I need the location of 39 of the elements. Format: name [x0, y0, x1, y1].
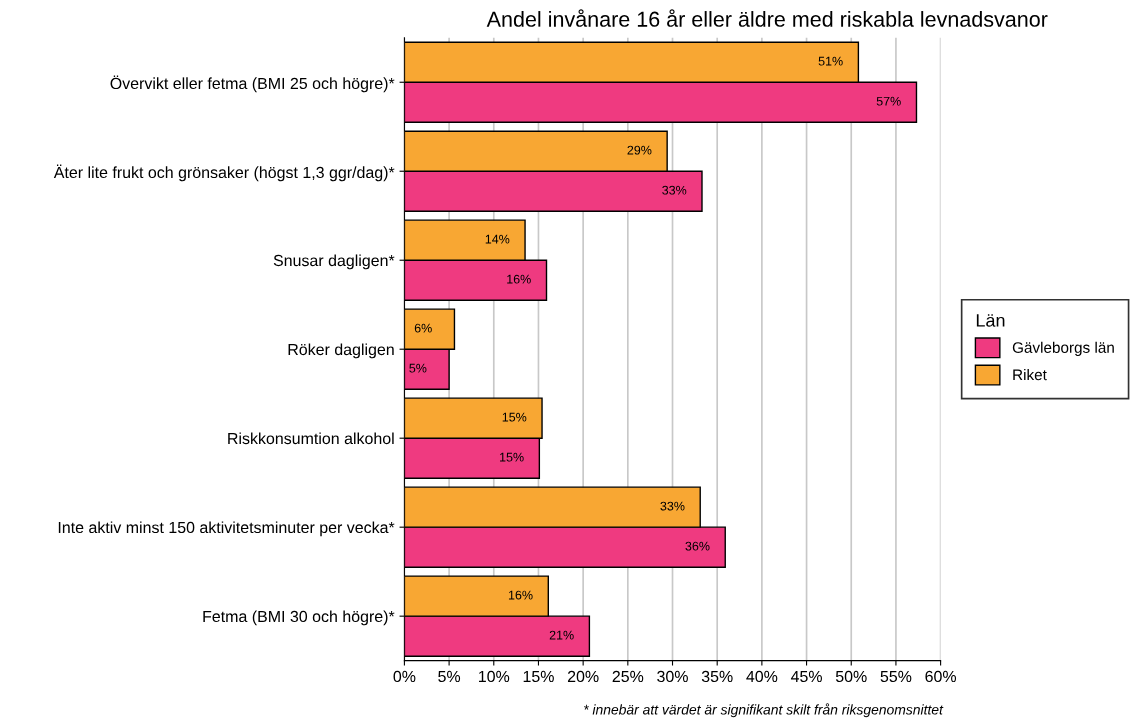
text: * innebär att värdet är signifikant skilt från riksgenomsnittet	[583, 703, 944, 718]
data-label: 36%	[685, 541, 710, 551]
data-label: 57%	[876, 96, 901, 106]
legend-title: Län	[976, 314, 1005, 327]
y-tick-label: Fetma (BMI 30 och högre)*	[203, 610, 395, 626]
x-tick-label: 40%	[746, 670, 778, 683]
x-tick-label: 25%	[612, 670, 644, 683]
legend-label: Riket	[1013, 369, 1047, 381]
data-label: 21%	[549, 630, 574, 640]
x-tick-label: 55%	[880, 670, 912, 683]
x-tick-label: 30%	[657, 670, 688, 683]
data-label: 15%	[500, 452, 524, 462]
data-label: 15%	[502, 412, 527, 422]
data-label: 51%	[818, 56, 843, 66]
chart-title: Andel invånare 16 år eller äldre med riskabla levnadsvanor	[486, 9, 1048, 27]
x-tick-label: 15%	[523, 670, 554, 683]
data-label: 6%	[414, 323, 432, 333]
y-tick-label: Övervikt eller fetma (BMI 25 och högre)*	[110, 75, 395, 93]
x-tick-label: 5%	[438, 670, 461, 683]
x-tick-label: 50%	[835, 670, 867, 683]
data-label: 14%	[485, 234, 510, 244]
data-label: 5%	[409, 363, 427, 373]
data-label: 16%	[507, 274, 531, 284]
y-tick-label: Äter lite frukt och grönsaker (högst 1,3 ggr/dag)*	[53, 164, 395, 182]
data-label: 33%	[660, 501, 685, 511]
x-tick-label: 10%	[479, 670, 510, 683]
y-tick-label: Snusar dagligen*	[273, 254, 395, 270]
x-tick-label: 45%	[790, 670, 822, 683]
x-tick-label: 0%	[393, 670, 416, 683]
x-tick-label: 35%	[701, 670, 733, 683]
data-label: 16%	[508, 590, 533, 600]
x-tick-label: 60%	[925, 670, 957, 683]
data-label: 29%	[627, 145, 652, 155]
y-tick-label: Inte aktiv minst 150 aktivitetsminuter per vecka*	[58, 521, 395, 537]
y-tick-label: Riskkonsumtion alkohol	[228, 432, 394, 445]
legend-label: Gävleborgs län	[1012, 341, 1114, 356]
data-label: 33%	[662, 185, 687, 195]
x-tick-label: 20%	[567, 670, 599, 683]
y-tick-label: Röker dagligen	[288, 343, 394, 359]
